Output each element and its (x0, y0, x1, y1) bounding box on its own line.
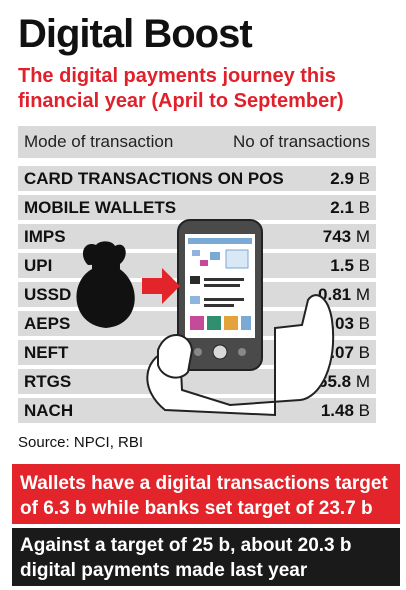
page-subtitle: The digital payments journey this financ… (18, 65, 344, 112)
row-mode-label: NEFT (24, 343, 69, 362)
row-value-unit: B (353, 343, 370, 362)
row-value-unit: B (353, 401, 370, 420)
row-value-unit: M (351, 372, 370, 391)
row-value-number: 1.5 (330, 256, 354, 275)
money-bag-icon (76, 241, 135, 328)
arrow-right-icon (142, 268, 180, 304)
row-mode-label: RTGS (24, 372, 72, 391)
row-mode-label: USSD (24, 285, 72, 304)
row-value-unit: B (353, 314, 370, 333)
row-mode-label: NACH (24, 401, 74, 420)
row-mode-label: AEPS (24, 314, 71, 333)
column-header-count: No of transactions (232, 132, 370, 151)
table-header: Mode of transaction No of transactions (18, 126, 376, 158)
source-note: Source: NPCI, RBI (18, 434, 144, 451)
row-value-unit: B (353, 169, 370, 188)
row-transaction-value: 0.81 M (318, 285, 370, 305)
row-mode-label: UPI (24, 256, 53, 275)
table-row: CARD TRANSACTIONS ON POS 2.9 B (18, 166, 376, 191)
row-transaction-value: 743 M (323, 227, 370, 247)
row-transaction-value: 2.1 B (330, 198, 370, 218)
row-value-number: 0.81 (318, 285, 352, 304)
row-value-number: 743 (322, 227, 352, 246)
row-value-unit: M (351, 285, 370, 304)
row-value-number: 1.48 (320, 401, 354, 420)
row-transaction-value: 1.48 B (321, 401, 370, 421)
row-mode-label: IMPS (24, 227, 66, 246)
phone-illustration (76, 219, 335, 417)
row-value-unit: B (353, 198, 370, 217)
table-row: MOBILE WALLETS 2.1 B (18, 195, 376, 220)
target-note-wallets: Wallets have a digital transactions targ… (12, 464, 400, 524)
row-value-number: 2.1 (330, 198, 354, 217)
last-year-note: Against a target of 25 b, about 20.3 b d… (12, 528, 400, 586)
row-mode-label: MOBILE WALLETS (24, 198, 177, 217)
row-value-unit: M (351, 227, 370, 246)
column-header-mode: Mode of transaction (24, 132, 174, 151)
row-mode-label: CARD TRANSACTIONS ON POS (24, 169, 284, 188)
page-title: Digital Boost (18, 12, 253, 56)
row-transaction-value: 2.9 B (330, 169, 370, 189)
hand-icon (146, 294, 335, 417)
row-value-number: 2.9 (330, 169, 354, 188)
smartphone-icon (177, 219, 263, 371)
row-transaction-value: 1.5 B (330, 256, 370, 276)
row-value-unit: B (353, 256, 370, 275)
